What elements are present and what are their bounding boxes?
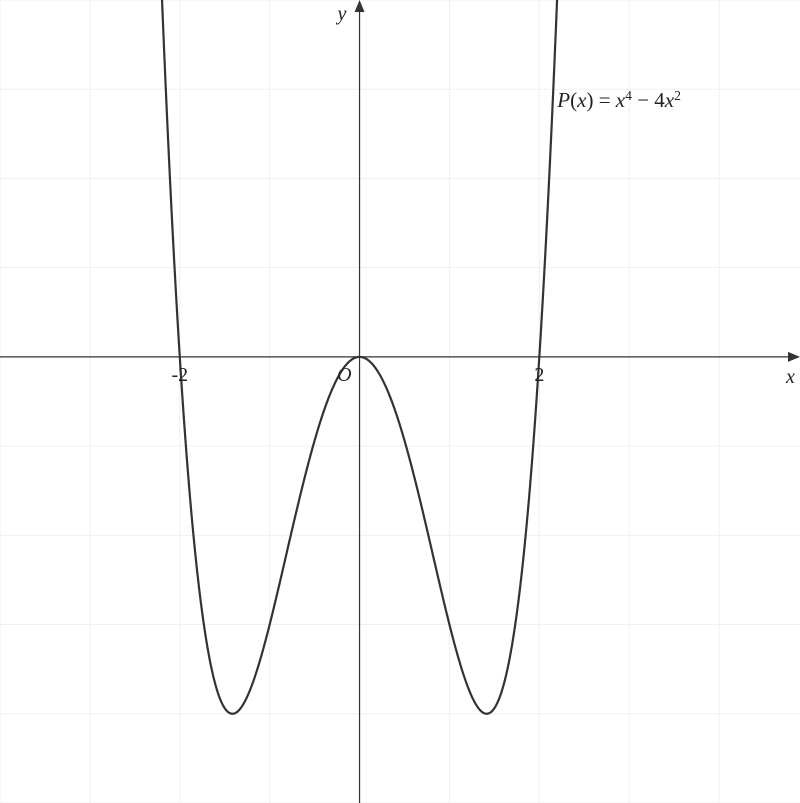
tick-labels: -2 2 xyxy=(171,364,544,386)
function-plot: -2 2 O x y P(x) = x4 − 4x2 xyxy=(0,0,800,803)
x-axis-label: x xyxy=(785,366,795,388)
x-tick-label: 2 xyxy=(534,364,544,386)
axes xyxy=(0,0,800,803)
function-formula: P(x) = x4 − 4x2 xyxy=(556,88,681,112)
x-axis-arrow xyxy=(788,352,800,362)
origin-label: O xyxy=(337,364,351,386)
y-axis-label: y xyxy=(336,3,347,25)
y-axis-arrow xyxy=(355,0,365,12)
grid xyxy=(0,0,800,803)
x-tick-label: -2 xyxy=(171,364,188,386)
